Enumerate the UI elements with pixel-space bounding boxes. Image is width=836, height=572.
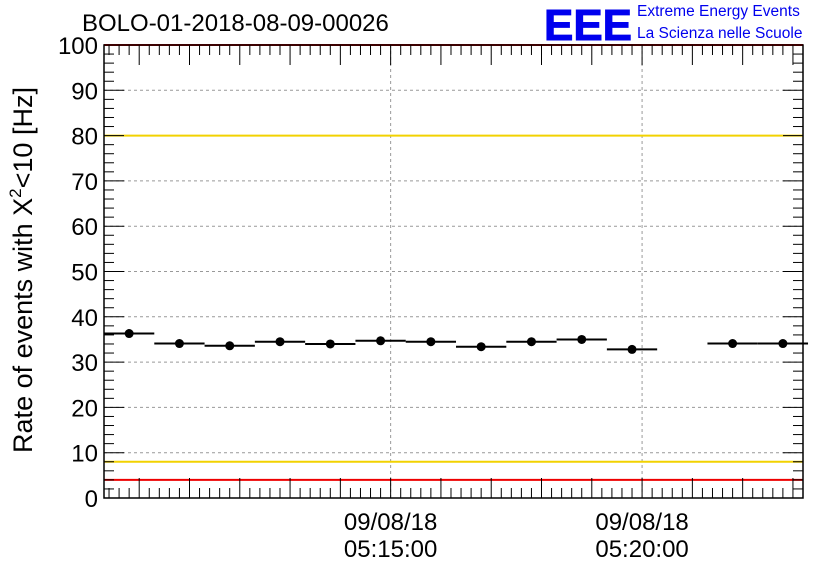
y-tick-label: 70 [71,169,98,196]
data-point [426,337,436,347]
data-point [225,341,235,351]
data-point [174,339,184,349]
logo-line-1: Extreme Energy Events [637,3,800,20]
y-tick-label: 0 [85,486,98,513]
data-point [526,337,536,347]
y-tick-label: 50 [71,260,98,287]
data-point [728,339,738,349]
chart-title: BOLO-01-2018-08-09-00026 [82,10,389,37]
y-axis-ticks: 0 10 20 30 40 50 60 70 80 90 100 [58,33,803,513]
data-point [325,339,335,349]
y-tick-label: 40 [71,305,98,332]
x-tick-date: 09/08/18 [595,509,688,536]
logo-caption: Extreme Energy Events La Scienza nelle S… [637,1,802,45]
data-point [627,344,637,354]
data-point [778,339,788,349]
y-tick-label: 10 [71,441,98,468]
y-axis-label: Rate of events with X2<10 [Hz] [6,87,38,453]
logo-mark-text: EEE [544,2,632,46]
y-tick-label: 60 [71,214,98,241]
y-tick-label: 20 [71,395,98,422]
reference-lines [104,44,803,481]
eee-logo-mark: EEE [544,2,633,46]
x-tick-date: 09/08/18 [344,509,437,536]
y-tick-label: 80 [71,124,98,151]
grid-lines [104,45,803,498]
data-point [124,329,134,339]
y-tick-label: 100 [58,33,98,60]
x-tick-time: 05:20:00 [595,536,688,563]
y-tick-label: 30 [71,350,98,377]
x-tick-time: 05:15:00 [344,536,437,563]
logo-line-2: La Scienza nelle Scuole [637,25,803,42]
data-points [104,329,809,354]
data-point [577,334,587,344]
data-point [376,336,386,346]
data-point [476,342,486,352]
y-tick-label: 90 [71,78,98,105]
data-point [275,337,285,347]
